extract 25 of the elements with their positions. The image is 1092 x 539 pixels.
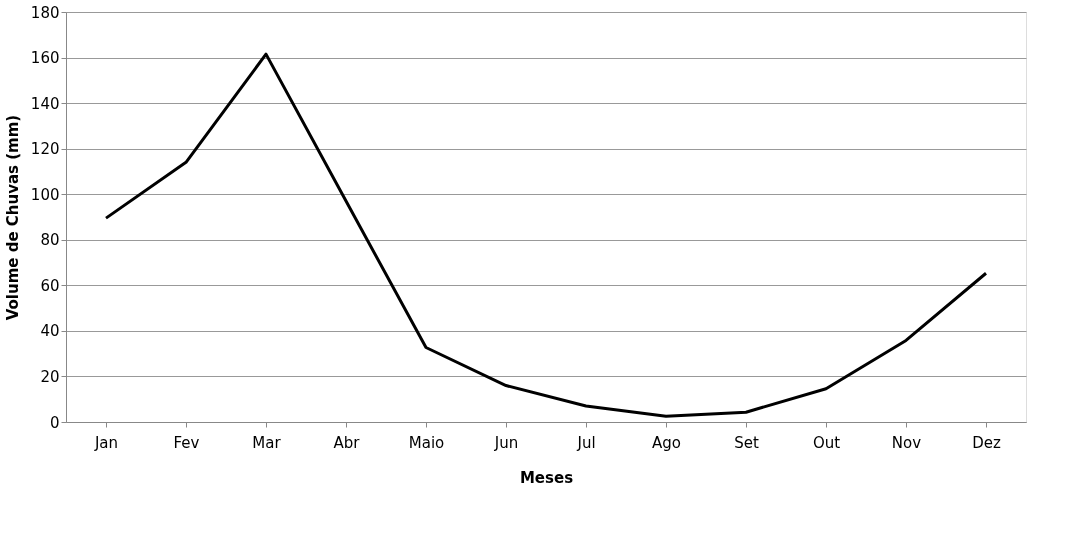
x-tick-label: Jul xyxy=(576,433,596,452)
y-tick-label: 160 xyxy=(30,49,60,68)
line-series xyxy=(104,52,988,418)
x-tick-label: Maio xyxy=(408,433,445,452)
x-tick-label: Dez xyxy=(972,433,1001,452)
y-tick-label: 180 xyxy=(30,3,60,22)
y-tick-label: 100 xyxy=(30,185,60,204)
y-tick-label: 80 xyxy=(40,231,60,250)
x-tick-label: Jan xyxy=(93,433,119,452)
y-tick-label: 140 xyxy=(30,94,60,113)
x-tick-label: Jun xyxy=(493,433,519,452)
y-tick-label: 60 xyxy=(40,276,60,295)
x-axis-title: Meses xyxy=(519,468,574,487)
x-tick-label: Ago xyxy=(652,433,681,452)
y-axis-title: Volume de Chuvas (mm) xyxy=(3,114,22,321)
y-tick-label: 0 xyxy=(49,413,60,432)
y-tick-label: 40 xyxy=(40,322,60,341)
x-tick-label: Set xyxy=(734,433,759,452)
y-tick-label: 20 xyxy=(40,367,60,386)
y-tick-label: 120 xyxy=(30,140,60,159)
x-tick-label: Out xyxy=(812,433,841,452)
x-tick-label: Mar xyxy=(252,433,282,452)
x-tick-label: Abr xyxy=(333,433,361,452)
x-tick-label: Fev xyxy=(173,433,200,452)
x-tick-label: Nov xyxy=(891,433,922,452)
